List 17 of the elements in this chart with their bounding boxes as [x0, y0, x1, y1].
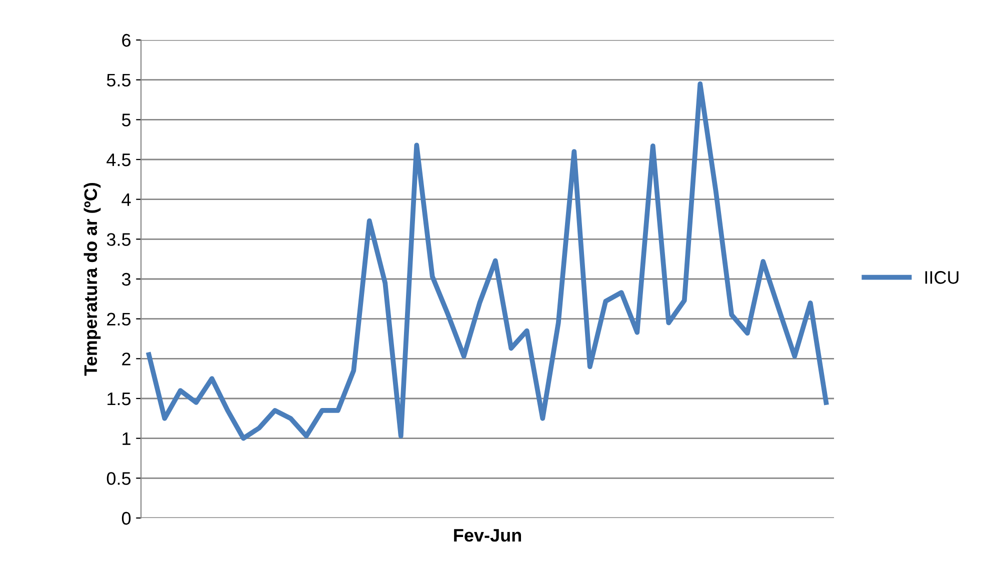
y-tick-label: 0: [122, 512, 131, 525]
y-tick-label: 5.5: [106, 74, 131, 87]
legend-label: IICU: [925, 271, 958, 284]
y-tick-label: 4: [122, 193, 131, 206]
y-tick-label: 2: [122, 352, 130, 366]
y-tick-label: 4.5: [106, 154, 131, 166]
y-axis-title: Temperatura do ar (ºC): [84, 182, 101, 376]
y-tick-label: 5: [122, 114, 131, 126]
y-tick-label: 0.5: [106, 472, 131, 485]
y-tick-label: 3: [122, 272, 130, 286]
y-tick-label: 1.5: [108, 392, 131, 406]
line-series: [146, 81, 829, 441]
y-tick-label: 6: [122, 34, 130, 47]
x-axis-title: Fev-Jun: [454, 529, 521, 542]
y-tick-label: 2.5: [107, 312, 131, 326]
y-tick-label: 1: [122, 432, 130, 445]
y-tick-label: 3.5: [106, 233, 131, 246]
